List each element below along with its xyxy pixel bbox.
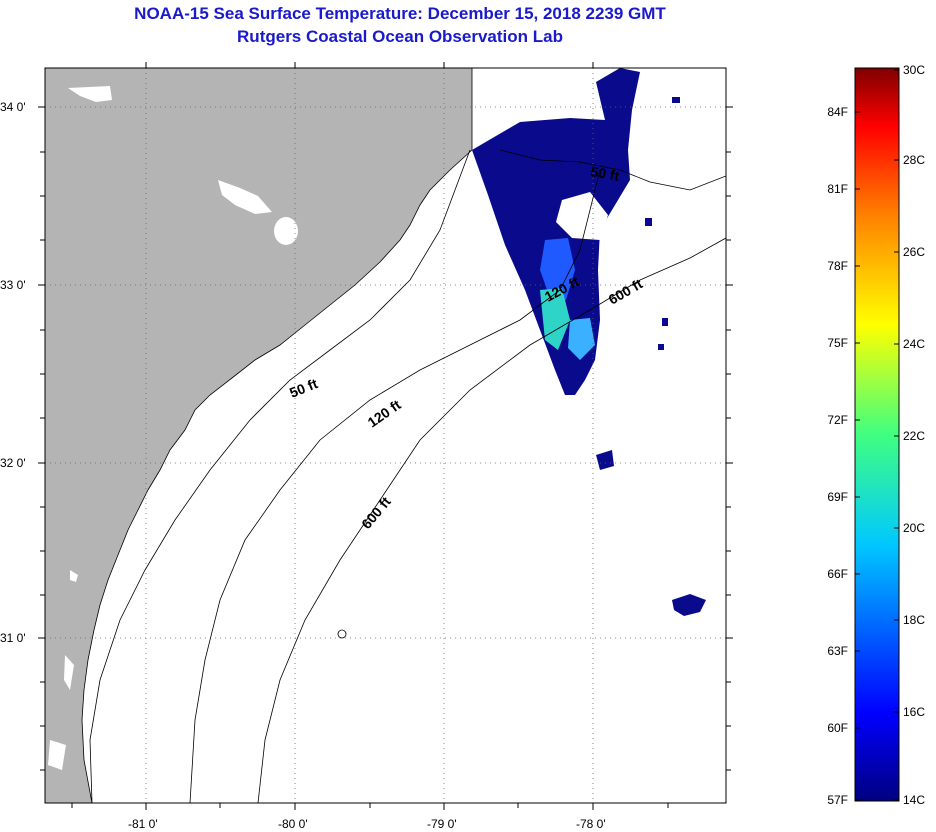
colorbar-c-label: 14C [903, 793, 925, 807]
map-subtitle: Rutgers Coastal Ocean Observation Lab [237, 27, 563, 46]
graticule [45, 68, 726, 803]
sst-swath-gap [556, 192, 608, 240]
bathymetry-contours [89, 149, 726, 803]
lon-label: -79 0' [427, 817, 457, 831]
colorbar-labels: 84F 81F 78F 75F 72F 69F 66F 63F 60F 57F 30C 28C 26C 2… [827, 63, 925, 807]
colorbar-c-label: 18C [903, 613, 925, 627]
map-frame [44, 67, 727, 804]
sst-swath [472, 68, 640, 395]
sst-patch [672, 594, 706, 616]
axis-ticks [38, 62, 733, 810]
colorbar-c-label: 16C [903, 705, 925, 719]
colorbar-f-label: 63F [827, 644, 848, 658]
sst-warm-patch [540, 238, 575, 300]
sst-warm-patch [568, 318, 595, 360]
colorbar-ticks [855, 69, 899, 801]
colorbar-f-label: 57F [827, 793, 848, 807]
contour-50ft [89, 149, 471, 803]
sst-patch [645, 97, 680, 350]
colorbar-c-label: 22C [903, 429, 925, 443]
colorbar-f-label: 78F [827, 259, 848, 273]
colorbar-f-label: 66F [827, 567, 848, 581]
colorbar-f-label: 81F [827, 182, 848, 196]
colorbar-c-label: 28C [903, 153, 925, 167]
colorbar-f-label: 69F [827, 490, 848, 504]
colorbar-f-label: 60F [827, 721, 848, 735]
lon-label: -78 0' [576, 817, 606, 831]
colorbar-f-label: 84F [827, 105, 848, 119]
colorbar-c-label: 30C [903, 63, 925, 77]
inland-lake [48, 570, 78, 770]
contour-600ft [257, 237, 726, 803]
contour-120ft [189, 169, 601, 803]
map-title: NOAA-15 Sea Surface Temperature: Decembe… [134, 4, 666, 23]
inland-lake [218, 180, 272, 214]
contour-label: 50 ft [589, 163, 620, 184]
inland-lake [68, 86, 112, 102]
lat-label: 33 0' [0, 278, 26, 292]
inland-lake [274, 217, 298, 245]
contour-50ft-north [499, 149, 726, 191]
sst-patch [596, 450, 614, 470]
colorbar-c-label: 26C [903, 245, 925, 259]
colorbar [854, 67, 900, 802]
lat-label: 34 0' [0, 100, 26, 114]
colorbar-c-label: 24C [903, 337, 925, 351]
land-mass [45, 68, 473, 803]
lat-label: 32 0' [0, 456, 26, 470]
lon-label: -80 0' [278, 817, 308, 831]
lon-label: -81 0' [128, 817, 158, 831]
colorbar-f-label: 72F [827, 413, 848, 427]
lat-label: 31 0' [0, 631, 26, 645]
colorbar-c-label: 20C [903, 521, 925, 535]
colorbar-f-label: 75F [827, 336, 848, 350]
